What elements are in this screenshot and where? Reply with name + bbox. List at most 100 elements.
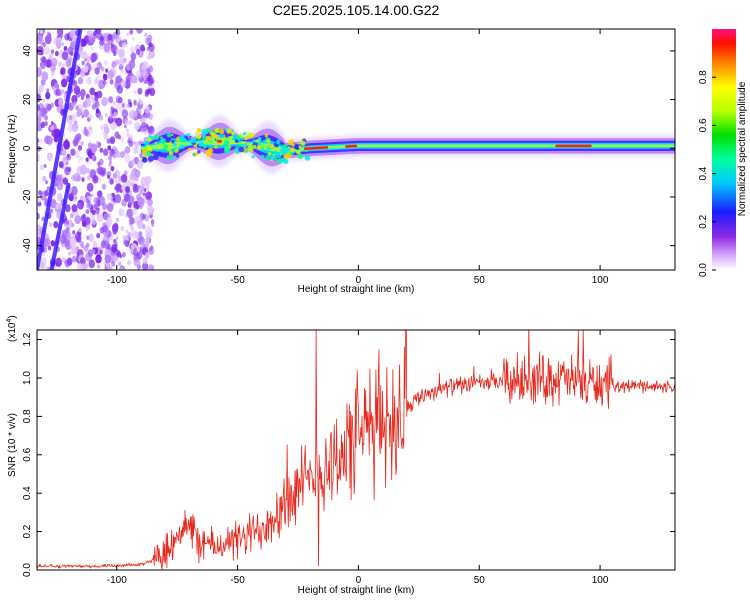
heatmap-y-axis-label: Frequency (Hz) (7, 115, 18, 184)
heatmap-noise-cell (116, 103, 121, 110)
ridge-speckle (157, 146, 161, 150)
heatmap-noise-cell (42, 175, 47, 182)
ridge-speckle (197, 150, 201, 154)
heatmap-noise-cell (44, 115, 48, 121)
heatmap-noise-cell (37, 93, 41, 103)
heatmap-x-tick-label: -100 (107, 275, 127, 286)
snr-y-tick-label: 1.0 (22, 371, 33, 385)
ridge-speckle (224, 134, 229, 138)
snr-x-tick-label: 100 (592, 575, 609, 586)
heatmap-noise-cell (145, 225, 152, 236)
heatmap-noise-cell (46, 88, 50, 93)
heatmap-noise-cell (66, 153, 70, 159)
heatmap-noise-cell (56, 179, 61, 186)
heatmap-noise-cell (74, 134, 81, 143)
ridge-speckle (264, 133, 268, 138)
ridge-speckle (190, 137, 197, 144)
heatmap-noise-cell (135, 107, 140, 113)
ridge-speckle (298, 145, 302, 149)
heatmap-noise-cell (144, 251, 150, 259)
heatmap-noise-cell (133, 101, 137, 106)
ridge-speckle (274, 150, 278, 154)
heatmap-noise-cell (142, 262, 149, 270)
heatmap-noise-cell (97, 92, 102, 98)
ridge-speckle (261, 139, 264, 142)
heatmap-noise-cell (86, 182, 94, 192)
ridge-speckle (252, 144, 257, 149)
ridge-speckle (141, 156, 147, 162)
heatmap-noise-cell (85, 209, 89, 214)
heatmap-noise-cell (132, 146, 139, 155)
heatmap-noise-cell (148, 264, 155, 270)
ridge-speckle (218, 128, 225, 135)
heatmap-noise-cell (47, 245, 52, 251)
snr-y-tick-label: 0.6 (22, 447, 33, 461)
heatmap-noise-cell (96, 190, 103, 198)
heatmap-noise-cell (129, 173, 135, 181)
ridge-speckle (260, 154, 265, 159)
heatmap-noise-cell (127, 195, 135, 205)
heatmap-noise-cell (146, 191, 153, 200)
ridge-speckle (159, 140, 163, 143)
ridge-speckle (224, 147, 231, 154)
heatmap-noise-cell (125, 186, 130, 193)
ridge-speckle (273, 139, 276, 142)
ridge-speckle (145, 151, 151, 157)
ridge-speckle (214, 127, 220, 134)
heatmap-noise-cell (98, 114, 103, 121)
ridge-speckle (153, 134, 160, 140)
snr-y-multiplier: (x104) (6, 315, 18, 342)
heatmap-noise-cell (58, 161, 64, 168)
heatmap-noise-cell (37, 67, 42, 77)
snr-x-tick-label: 0 (356, 575, 362, 586)
heatmap-noise-cell (127, 98, 132, 105)
ridge-speckle (196, 128, 202, 134)
heatmap-noise-cell (53, 221, 59, 229)
heatmap-noise-cell (42, 107, 48, 115)
heatmap-noise-cell (107, 36, 114, 46)
heatmap-noise-cell (106, 138, 111, 144)
heatmap-noise-cell (86, 147, 92, 156)
heatmap-noise-cell (107, 70, 114, 80)
heatmap-noise-cell (120, 68, 124, 73)
ridge-speckle (265, 136, 269, 140)
heatmap-noise-cell (105, 68, 109, 73)
heatmap-noise-cell (98, 79, 106, 90)
heatmap-noise-cell (118, 57, 125, 67)
heatmap-x-tick-label: 0 (356, 275, 362, 286)
heatmap-noise-cell (58, 99, 63, 106)
ridge-speckle (297, 153, 304, 160)
heatmap-noise-cell (104, 126, 110, 134)
heatmap-noise-cell (40, 121, 46, 129)
heatmap-noise-cell (136, 220, 144, 230)
heatmap-noise-cell (115, 217, 120, 223)
heatmap-noise-cell (37, 34, 43, 44)
ridge-speckle (195, 132, 198, 135)
ridge-speckle (205, 127, 211, 133)
heatmap-x-axis-label: Height of straight line (km) (298, 284, 415, 295)
heatmap-noise-cell (122, 235, 126, 240)
heatmap-noise-cell (71, 185, 78, 196)
heatmap-noise-cell (99, 44, 103, 50)
heatmap-noise-cell (96, 232, 101, 239)
ridge-speckle (179, 144, 185, 150)
heatmap-noise-cell (142, 257, 148, 265)
ridge-speckle (157, 151, 162, 156)
heatmap-noise-cell (130, 224, 134, 228)
ridge-speckle (187, 147, 192, 152)
heatmap-noise-cell (108, 96, 113, 103)
heatmap-x-tick-label: 50 (474, 275, 486, 286)
heatmap-noise-cell (61, 42, 65, 47)
ridge-speckle (288, 139, 295, 146)
ridge-speckle (264, 141, 268, 145)
heatmap-noise-cell (68, 251, 71, 256)
heatmap-noise-cell (111, 261, 116, 267)
heatmap-noise-cell (64, 166, 71, 176)
ridge-speckle (219, 141, 224, 146)
heatmap-noise-cell (98, 142, 102, 147)
heatmap-noise-cell (125, 119, 130, 126)
heatmap-noise-cell (39, 191, 47, 201)
heatmap-noise-cell (137, 113, 142, 120)
ridge-speckle (214, 144, 218, 149)
heatmap-noise-cell (60, 70, 64, 75)
